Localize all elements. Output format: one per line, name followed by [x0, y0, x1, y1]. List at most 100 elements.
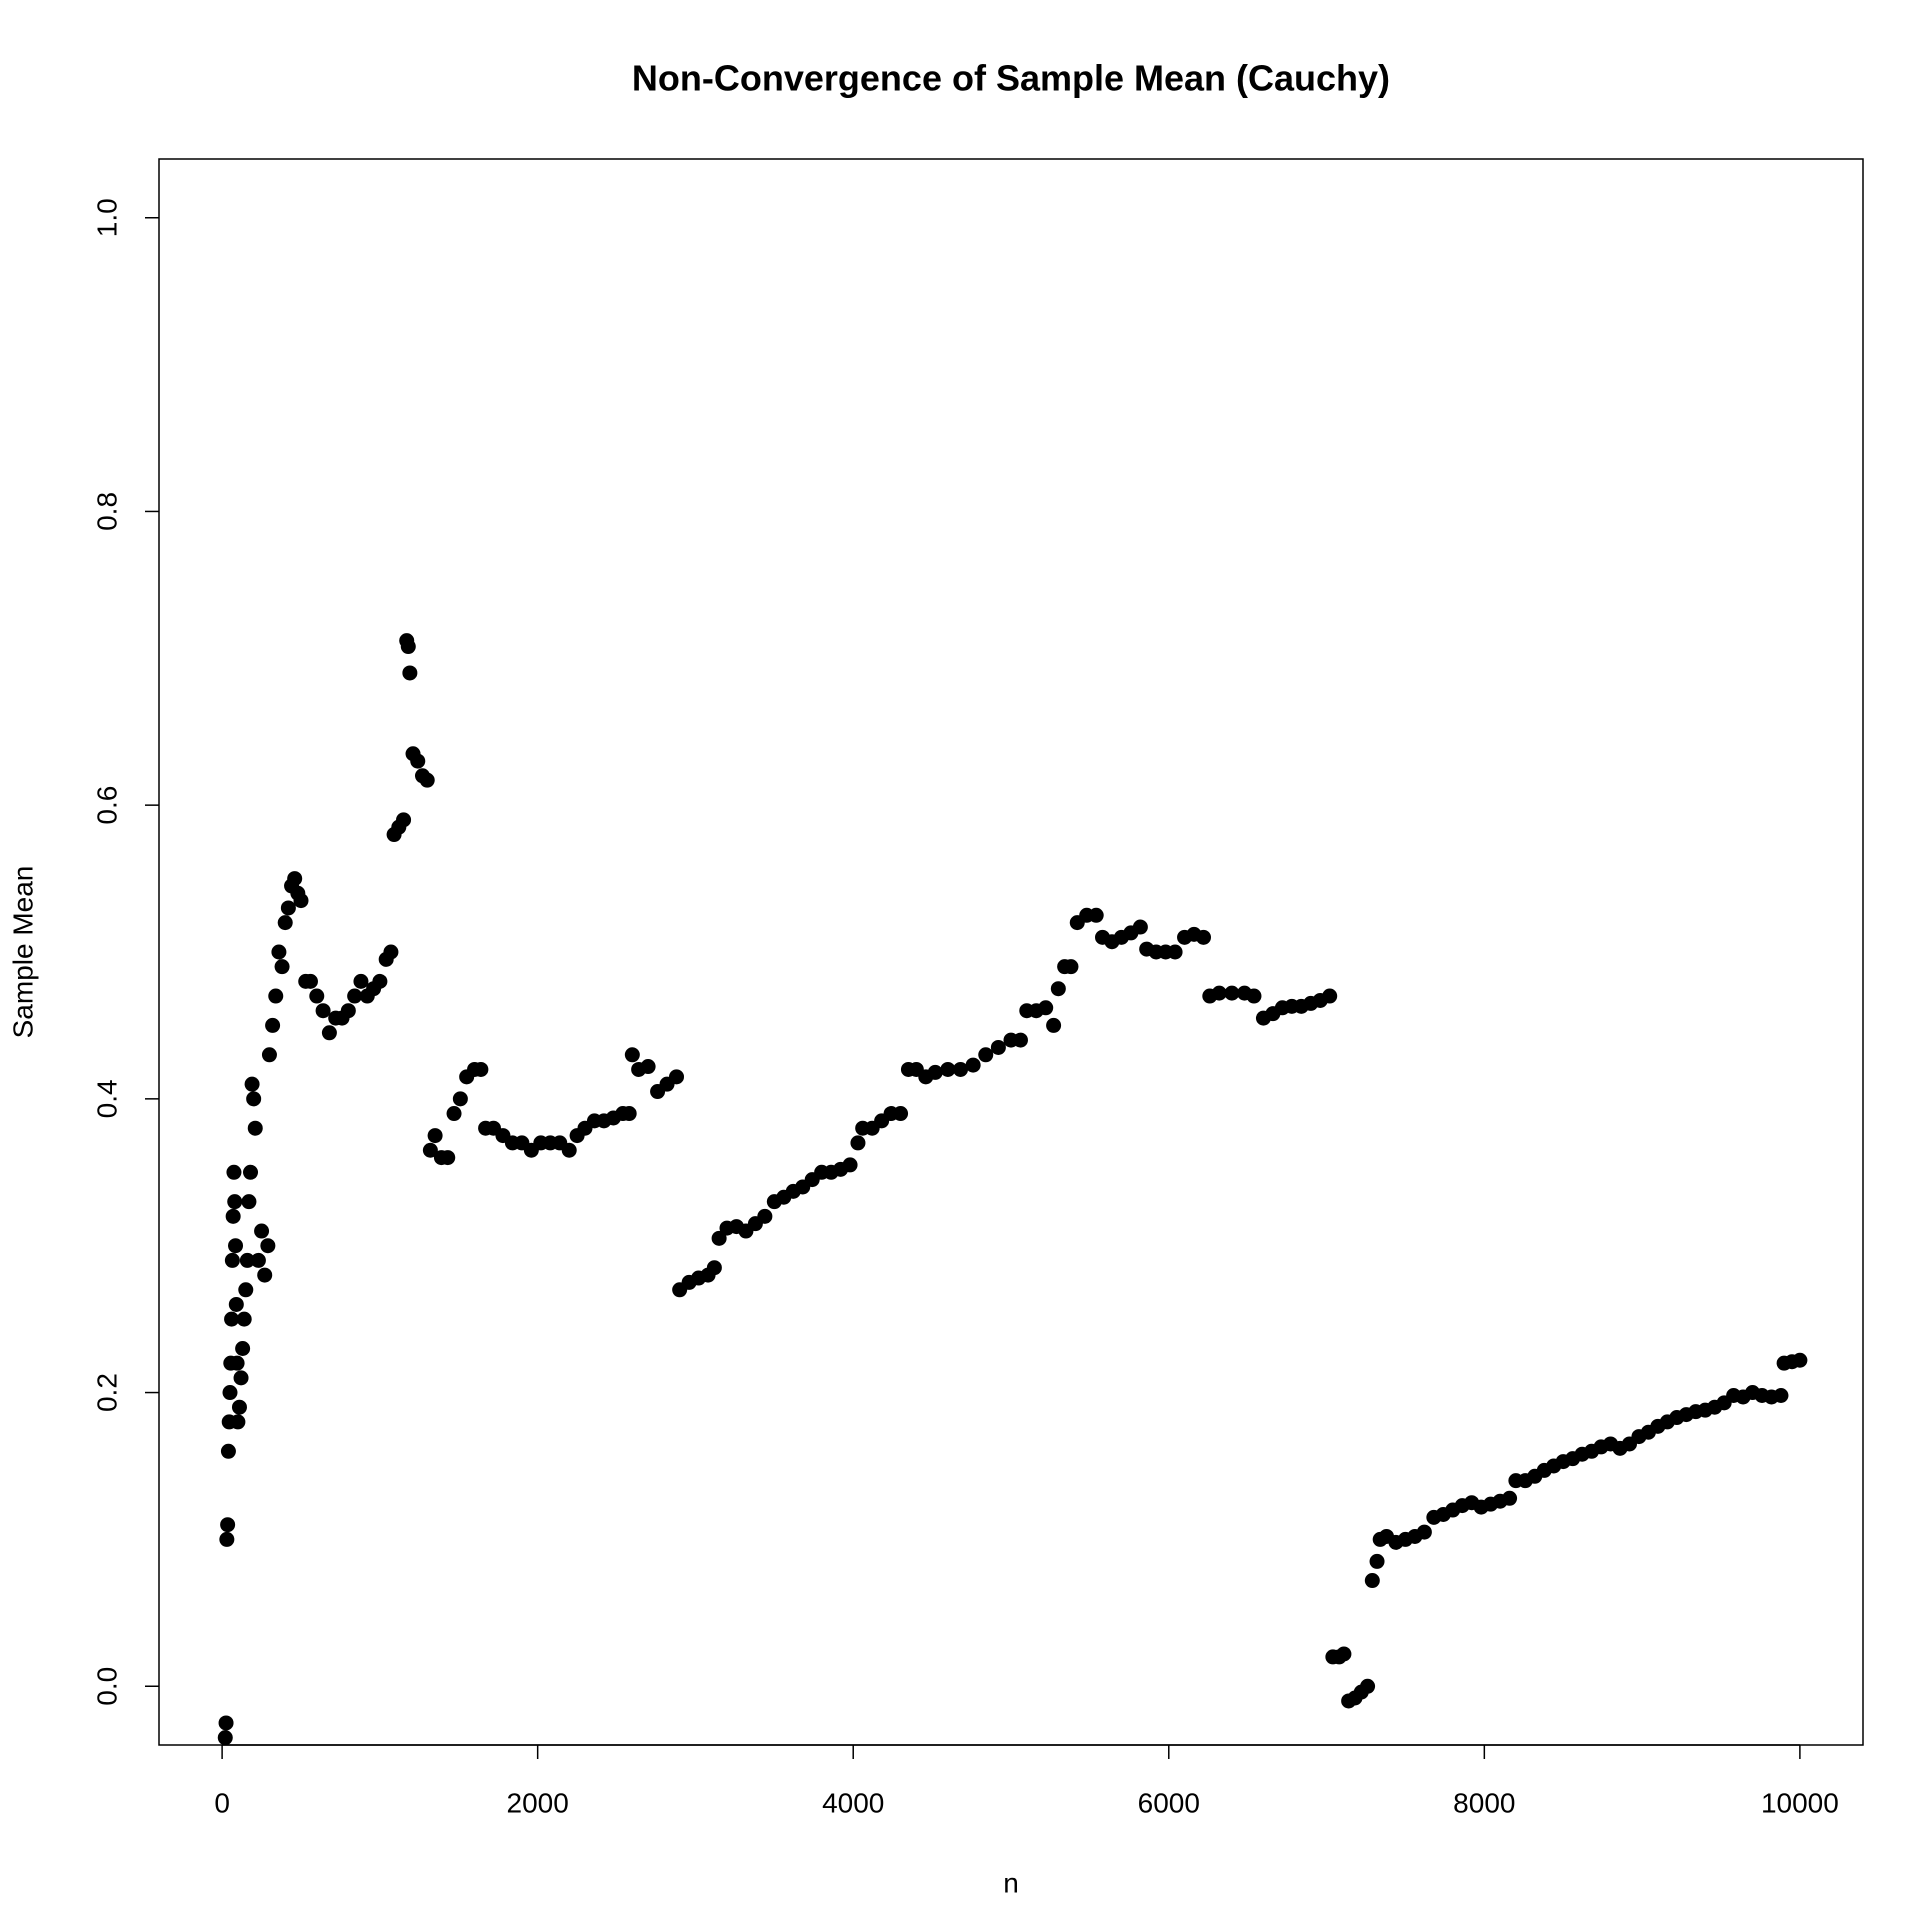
point	[231, 1399, 247, 1415]
point	[893, 1106, 909, 1122]
point	[235, 1341, 251, 1356]
point	[422, 1142, 438, 1158]
point	[244, 1076, 260, 1092]
point	[842, 1157, 858, 1173]
point	[706, 1260, 722, 1276]
point	[247, 1120, 263, 1136]
x-tick-label: 0	[214, 1787, 230, 1818]
point	[940, 1061, 956, 1077]
point	[229, 1355, 245, 1371]
point	[965, 1057, 981, 1073]
point	[315, 1003, 331, 1019]
point	[218, 1715, 234, 1731]
y-tick-label: 0.8	[91, 492, 122, 531]
point	[228, 1238, 244, 1254]
point	[230, 1414, 246, 1430]
x-axis-label: n	[1003, 1867, 1019, 1898]
point	[1063, 959, 1079, 975]
point	[239, 1252, 255, 1268]
point	[1050, 981, 1066, 997]
point	[271, 944, 287, 960]
point	[217, 1730, 233, 1746]
point	[1336, 1646, 1352, 1662]
point	[978, 1047, 994, 1063]
point	[280, 900, 296, 916]
point	[224, 1311, 240, 1327]
point	[1167, 944, 1183, 960]
point	[233, 1370, 249, 1386]
x-tick-label: 10000	[1761, 1787, 1839, 1818]
plot-frame	[158, 158, 1864, 1746]
point	[1224, 985, 1240, 1001]
y-tick-label: 0.4	[91, 1079, 122, 1118]
point	[1360, 1678, 1376, 1694]
point	[243, 1164, 259, 1180]
point	[220, 1443, 236, 1459]
point	[302, 973, 318, 989]
point	[257, 1267, 273, 1283]
point	[260, 1238, 276, 1254]
point	[452, 1091, 468, 1107]
y-tick-label: 0.6	[91, 786, 122, 825]
point	[1046, 1017, 1062, 1033]
point	[561, 1142, 577, 1158]
point	[396, 812, 412, 828]
point	[254, 1223, 270, 1239]
point	[1369, 1553, 1385, 1569]
point	[287, 871, 303, 887]
point	[757, 1208, 773, 1224]
point	[419, 772, 435, 788]
point	[1364, 1573, 1380, 1589]
point	[1792, 1352, 1808, 1368]
point	[222, 1385, 238, 1401]
y-tick-label: 0.0	[91, 1667, 122, 1706]
point	[410, 753, 426, 769]
y-tick-label: 1.0	[91, 198, 122, 237]
point	[669, 1069, 685, 1085]
point	[321, 1025, 337, 1041]
point	[372, 973, 388, 989]
point	[927, 1064, 943, 1080]
point	[340, 1003, 356, 1019]
point	[226, 1164, 242, 1180]
x-tick-label: 8000	[1453, 1787, 1515, 1818]
x-tick-label: 6000	[1138, 1787, 1200, 1818]
point	[640, 1059, 656, 1075]
point	[1773, 1387, 1789, 1403]
point	[265, 1017, 281, 1033]
point	[1502, 1490, 1518, 1506]
point	[1088, 907, 1104, 923]
point	[473, 1061, 489, 1077]
point	[1322, 988, 1338, 1004]
x-tick-label: 2000	[507, 1787, 569, 1818]
point	[1038, 1000, 1054, 1016]
point	[446, 1106, 462, 1122]
point	[268, 988, 284, 1004]
point	[1132, 919, 1148, 935]
point	[1416, 1524, 1432, 1540]
point	[400, 639, 416, 655]
point	[219, 1531, 235, 1547]
y-axis-label: Sample Mean	[7, 866, 38, 1039]
point	[227, 1194, 243, 1210]
point	[220, 1517, 236, 1533]
point	[624, 1047, 640, 1063]
point	[402, 665, 418, 681]
point	[293, 893, 309, 909]
point	[250, 1252, 266, 1268]
chart-title: Non-Convergence of Sample Mean (Cauchy)	[632, 58, 1390, 99]
point	[309, 988, 325, 1004]
point	[353, 973, 369, 989]
point	[225, 1208, 241, 1224]
point	[224, 1252, 240, 1268]
point	[1246, 988, 1262, 1004]
point	[261, 1047, 277, 1063]
point	[1195, 929, 1211, 945]
point	[990, 1039, 1006, 1055]
point	[277, 915, 293, 931]
x-tick-label: 4000	[822, 1787, 884, 1818]
point	[347, 988, 363, 1004]
point	[953, 1061, 969, 1077]
point	[440, 1150, 456, 1166]
